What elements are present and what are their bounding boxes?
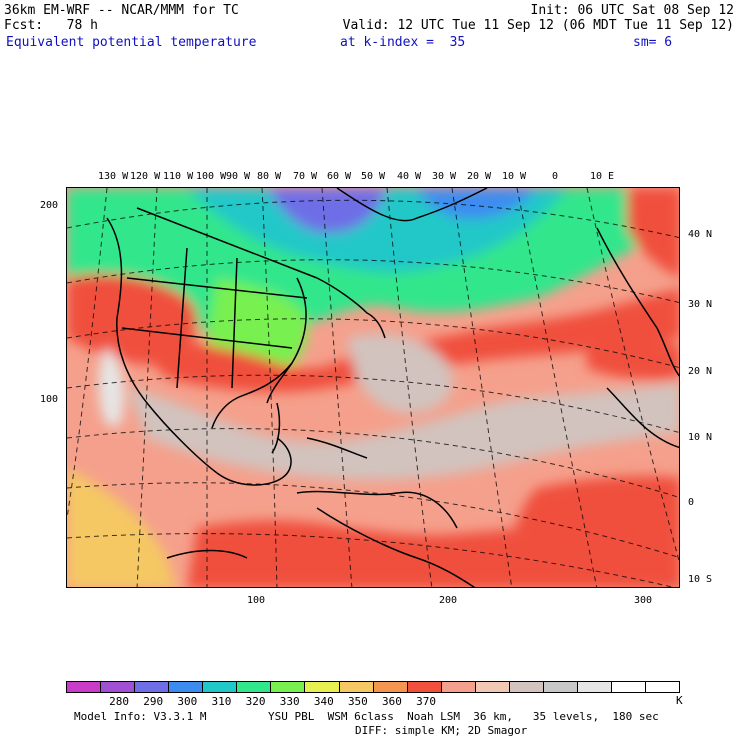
model-info: Model Info: V3.3.1 M — [74, 710, 207, 723]
colorbar-swatch — [339, 682, 374, 692]
lon-label: 20 W — [467, 171, 492, 182]
colorbar-label: 320 — [245, 695, 266, 708]
colorbar-label: 290 — [143, 695, 164, 708]
lon-label: 10 E — [590, 171, 615, 182]
physics-info: YSU PBL WSM 6class Noah LSM 36 km, 35 le… — [268, 710, 659, 723]
colorbar-swatch — [509, 682, 544, 692]
coastlines — [106, 188, 679, 587]
colorbar-swatch — [67, 682, 102, 692]
lat-label: 40 N — [688, 229, 713, 240]
diffusion-info: DIFF: simple KM; 2D Smagor — [355, 724, 528, 737]
lon-label: 100 W — [196, 171, 227, 182]
colorbar-swatch — [373, 682, 408, 692]
colorbar-swatch — [203, 682, 238, 692]
lon-label: 40 W — [397, 171, 422, 182]
colorbar-label: 340 — [313, 695, 334, 708]
colorbar-swatch — [441, 682, 476, 692]
forecast-hour: Fcst: 78 h — [4, 18, 98, 33]
colorbar-label: 370 — [416, 695, 437, 708]
colorbar-swatch — [271, 682, 306, 692]
lon-label: 30 W — [432, 171, 457, 182]
lon-label: 60 W — [327, 171, 352, 182]
lon-label: 50 W — [361, 171, 386, 182]
grid-label-bottom: 100 — [247, 595, 266, 606]
theta-e-map — [66, 187, 680, 588]
grid-label-bottom: 200 — [439, 595, 458, 606]
valid-time: Valid: 12 UTC Tue 11 Sep 12 (06 MDT Tue … — [342, 18, 734, 33]
colorbar-label: 300 — [177, 695, 198, 708]
colorbar — [66, 681, 680, 693]
colorbar-swatch — [543, 682, 578, 692]
colorbar-swatch — [612, 682, 647, 692]
colorbar-label: 330 — [279, 695, 300, 708]
lon-label: 70 W — [293, 171, 318, 182]
grid-label-left: 200 — [40, 200, 59, 211]
smoothing-info: sm= 6 — [633, 35, 673, 50]
colorbar-swatch — [407, 682, 442, 692]
colorbar-swatch — [577, 682, 612, 692]
colorbar-swatch — [101, 682, 136, 692]
colorbar-label: 280 — [109, 695, 130, 708]
colorbar-swatch — [237, 682, 272, 692]
lat-label: 10 S — [688, 574, 713, 585]
lat-label: 30 N — [688, 299, 713, 310]
grid-label-bottom: 300 — [634, 595, 653, 606]
init-time: Init: 06 UTC Sat 08 Sep 12 — [530, 3, 735, 18]
colorbar-swatch — [475, 682, 510, 692]
lat-label: 10 N — [688, 432, 713, 443]
field-shading — [67, 188, 679, 587]
lon-label: 90 W — [226, 171, 251, 182]
lat-label: 20 N — [688, 366, 713, 377]
colorbar-swatch — [169, 682, 204, 692]
lon-label: 120 W — [130, 171, 161, 182]
level-info: at k-index = 35 — [340, 35, 466, 50]
colorbar-swatch — [305, 682, 340, 692]
grid-label-left: 100 — [40, 394, 59, 405]
colorbar-label: 360 — [382, 695, 402, 708]
lon-label: 110 W — [163, 171, 194, 182]
lon-label: 130 W — [98, 171, 129, 182]
field-name: Equivalent potential temperature — [6, 35, 257, 50]
colorbar-swatch — [646, 682, 680, 692]
model-title: 36km EM-WRF -- NCAR/MMM for TC — [4, 3, 239, 18]
lon-label: 10 W — [502, 171, 527, 182]
colorbar-units: K — [676, 694, 683, 707]
colorbar-swatch — [135, 682, 170, 692]
lon-label: 80 W — [257, 171, 282, 182]
lon-label: 0 — [552, 171, 559, 182]
colorbar-label: 350 — [347, 695, 368, 708]
lat-label: 0 — [688, 497, 695, 508]
colorbar-label: 310 — [211, 695, 232, 708]
